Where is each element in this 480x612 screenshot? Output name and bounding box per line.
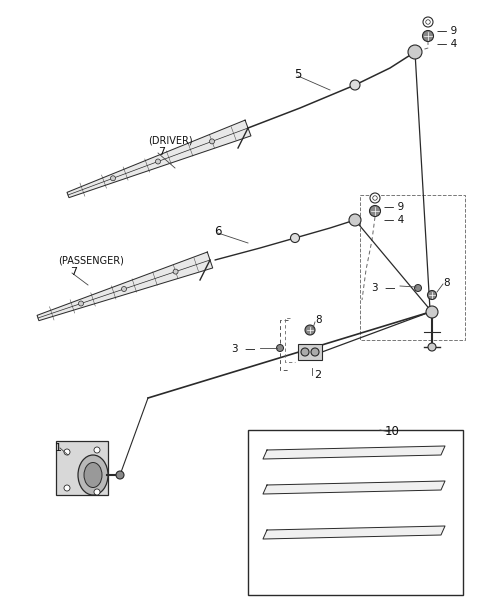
Polygon shape [263, 446, 445, 459]
Circle shape [373, 196, 377, 200]
Circle shape [426, 20, 430, 24]
Circle shape [301, 348, 309, 356]
Text: 8: 8 [443, 278, 450, 288]
Circle shape [64, 485, 70, 491]
Text: 1: 1 [55, 443, 62, 453]
Circle shape [94, 447, 100, 453]
Circle shape [305, 325, 315, 335]
Circle shape [79, 301, 84, 306]
Circle shape [349, 214, 361, 226]
Circle shape [415, 285, 421, 291]
Circle shape [428, 343, 436, 351]
Circle shape [408, 45, 422, 59]
Text: 6: 6 [214, 225, 222, 238]
Circle shape [209, 139, 215, 144]
Circle shape [370, 193, 380, 203]
Circle shape [94, 489, 100, 495]
Circle shape [426, 306, 438, 318]
Circle shape [290, 234, 300, 242]
Circle shape [110, 176, 116, 181]
FancyBboxPatch shape [56, 441, 108, 495]
Polygon shape [263, 526, 445, 539]
Text: 2: 2 [314, 370, 321, 380]
Polygon shape [37, 252, 213, 321]
Circle shape [422, 31, 433, 42]
Text: 5: 5 [294, 68, 302, 81]
Circle shape [173, 269, 178, 274]
Circle shape [116, 471, 124, 479]
Text: 3  —: 3 — [372, 283, 396, 293]
Ellipse shape [78, 455, 108, 495]
Text: (DRIVER): (DRIVER) [148, 135, 192, 145]
Text: 8: 8 [315, 315, 322, 325]
Circle shape [370, 206, 381, 217]
Text: 7: 7 [158, 147, 165, 157]
Bar [360, 195, 465, 340]
Ellipse shape [84, 463, 102, 488]
Circle shape [350, 80, 360, 90]
Text: — 4: — 4 [437, 39, 457, 49]
Bar [248, 430, 463, 595]
Text: — 9: — 9 [384, 202, 404, 212]
Circle shape [276, 345, 284, 351]
Circle shape [64, 449, 70, 455]
Circle shape [121, 286, 127, 291]
Polygon shape [67, 120, 251, 198]
Text: — 9: — 9 [437, 26, 457, 36]
Circle shape [428, 291, 436, 299]
Polygon shape [263, 481, 445, 494]
Text: — 4: — 4 [384, 215, 404, 225]
Bar [298, 344, 322, 360]
Circle shape [423, 17, 433, 27]
Text: 3  —: 3 — [231, 344, 255, 354]
Text: 7: 7 [70, 267, 77, 277]
Text: 10: 10 [385, 425, 400, 438]
Circle shape [311, 348, 319, 356]
Circle shape [156, 159, 160, 164]
Text: (PASSENGER): (PASSENGER) [58, 255, 124, 265]
